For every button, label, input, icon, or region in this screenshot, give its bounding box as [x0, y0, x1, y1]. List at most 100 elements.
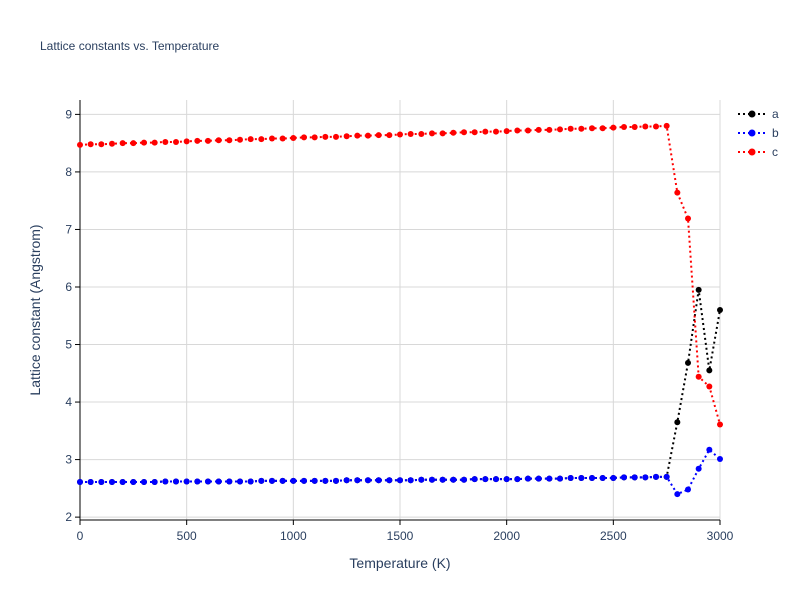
data-point-b: [535, 475, 542, 482]
axes: [75, 100, 721, 525]
data-point-b: [503, 476, 510, 483]
data-point-c: [141, 139, 147, 146]
data-point-c: [525, 127, 531, 134]
series-c: [77, 122, 723, 428]
data-point-a: [717, 307, 723, 313]
data-point-b: [610, 475, 617, 481]
data-point-c: [535, 126, 542, 133]
data-point-b: [130, 479, 137, 486]
legend-swatch-marker: [748, 148, 756, 156]
data-point-c: [471, 129, 478, 136]
chart-title: Lattice constants vs. Temperature: [40, 39, 220, 53]
data-point-a: [706, 367, 713, 374]
data-point-b: [557, 475, 563, 482]
data-point-b: [567, 475, 574, 481]
y-axis-title: Lattice constant (Angstrom): [27, 224, 43, 395]
data-point-b: [87, 479, 94, 486]
data-point-c: [461, 129, 467, 136]
legend-swatch-marker: [748, 129, 756, 137]
data-point-b: [343, 477, 350, 484]
data-point-c: [237, 136, 243, 143]
data-point-c: [375, 132, 382, 139]
data-point-c: [87, 141, 94, 148]
data-point-b: [471, 476, 478, 483]
data-point-b: [77, 479, 83, 486]
data-point-c: [130, 140, 137, 147]
data-point-b: [226, 478, 233, 485]
data-point-b: [375, 477, 382, 484]
data-point-b: [247, 478, 254, 485]
data-point-c: [301, 134, 307, 141]
y-tick-label: 2: [65, 510, 72, 524]
data-point-c: [546, 126, 553, 133]
grid: [79, 100, 721, 520]
y-tick-label: 9: [65, 107, 72, 121]
data-point-c: [343, 133, 350, 140]
data-point-c: [98, 141, 105, 148]
x-tick-label: 2000: [493, 529, 520, 543]
x-tick-label: 3000: [707, 529, 734, 543]
data-point-c: [354, 132, 361, 139]
data-point-c: [397, 131, 403, 138]
data-point-b: [301, 477, 307, 484]
data-point-b: [418, 476, 425, 483]
data-point-b: [279, 477, 286, 484]
x-tick-label: 500: [177, 529, 197, 543]
data-point-c: [631, 124, 638, 131]
data-point-c: [621, 124, 627, 131]
x-axis-title: Temperature (K): [349, 555, 450, 571]
data-point-c: [205, 137, 211, 144]
data-point-c: [482, 128, 489, 135]
x-tick-label: 1000: [280, 529, 307, 543]
data-point-c: [151, 139, 158, 146]
data-point-b: [429, 476, 435, 483]
legend-item-c[interactable]: c: [738, 145, 778, 159]
legend-label: c: [772, 145, 778, 159]
data-point-b: [269, 477, 275, 484]
data-point-b: [119, 479, 126, 486]
data-point-b: [109, 479, 115, 486]
data-point-c: [610, 124, 617, 131]
data-point-b: [290, 477, 297, 484]
legend-label: b: [772, 126, 779, 140]
data-point-b: [407, 477, 414, 484]
data-point-b: [386, 477, 393, 484]
data-point-c: [311, 134, 318, 141]
data-point-b: [311, 477, 318, 484]
data-point-a: [695, 286, 702, 293]
data-point-c: [695, 373, 702, 380]
data-point-c: [663, 122, 670, 129]
data-point-c: [333, 133, 339, 140]
legend-item-b[interactable]: b: [738, 126, 779, 140]
series-b: [77, 446, 723, 498]
legend-item-a[interactable]: a: [738, 107, 779, 121]
data-point-b: [514, 476, 521, 483]
data-point-b: [685, 486, 691, 493]
legend[interactable]: abc: [738, 107, 779, 159]
data-point-c: [183, 138, 190, 145]
data-point-b: [663, 473, 670, 480]
data-point-b: [706, 446, 713, 453]
data-point-b: [173, 478, 179, 485]
data-point-c: [386, 132, 393, 139]
data-point-b: [631, 474, 638, 481]
data-point-c: [173, 139, 179, 145]
data-point-c: [439, 130, 446, 137]
x-tick-label: 0: [77, 529, 84, 543]
data-point-b: [194, 478, 201, 485]
data-point-b: [151, 479, 158, 486]
data-point-c: [269, 135, 275, 142]
data-point-b: [98, 479, 105, 486]
data-point-b: [674, 491, 681, 498]
data-point-c: [119, 140, 126, 147]
data-point-c: [247, 136, 254, 143]
data-point-b: [717, 456, 723, 463]
data-point-c: [557, 126, 563, 133]
data-point-c: [194, 137, 201, 144]
data-point-b: [653, 473, 659, 480]
data-point-b: [237, 478, 243, 485]
data-point-c: [493, 128, 499, 135]
data-point-b: [461, 476, 467, 483]
data-point-b: [450, 476, 457, 483]
